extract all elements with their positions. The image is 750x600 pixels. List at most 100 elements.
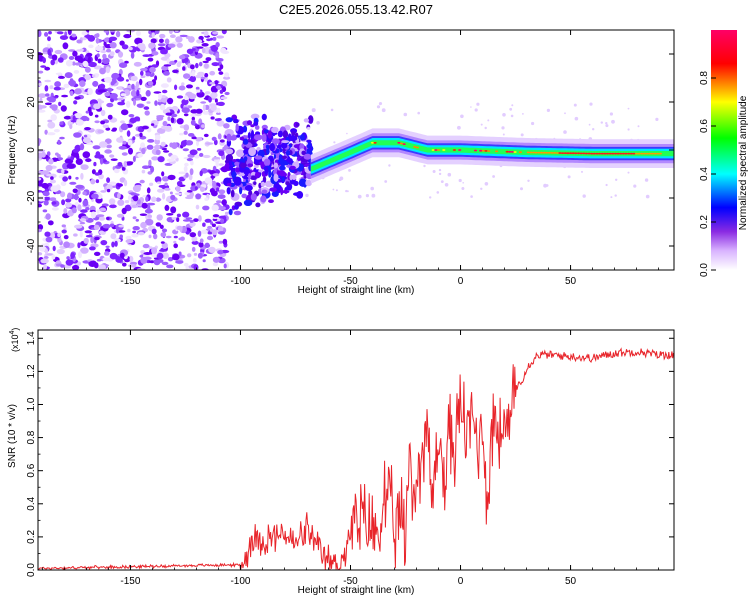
- noise-blob: [217, 101, 225, 106]
- noise-blob: [109, 204, 117, 209]
- faint-speck: [460, 114, 464, 119]
- noise-blob: [216, 112, 221, 115]
- noise-blob: [69, 181, 77, 185]
- noise-blob: [60, 264, 65, 268]
- noise-blob: [57, 57, 64, 63]
- transition-blob: [226, 187, 231, 195]
- noise-blob: [54, 81, 61, 88]
- noise-blob: [109, 42, 117, 49]
- noise-blob: [195, 86, 200, 90]
- noise-blob: [145, 90, 151, 97]
- noise-blob: [90, 211, 97, 219]
- noise-blob: [92, 145, 101, 150]
- noise-blob: [77, 204, 82, 212]
- noise-blob: [167, 174, 176, 181]
- noise-blob: [213, 88, 218, 93]
- noise-blob: [141, 125, 149, 130]
- noise-blob: [55, 152, 59, 156]
- noise-blob: [204, 73, 209, 78]
- noise-blob: [224, 91, 230, 96]
- noise-blob: [102, 53, 107, 59]
- noise-blob: [88, 44, 94, 49]
- ridge-hot-spot: [584, 152, 589, 155]
- noise-blob: [215, 42, 220, 48]
- ridge-hot-spot: [539, 151, 544, 154]
- noise-blob: [132, 155, 136, 162]
- noise-blob: [103, 30, 109, 33]
- transition-blob: [254, 155, 263, 160]
- transition-blob: [269, 143, 276, 152]
- noise-blob: [154, 144, 161, 150]
- transition-blob: [250, 193, 257, 201]
- faint-speck: [484, 126, 487, 130]
- noise-blob: [148, 42, 156, 49]
- noise-blob: [51, 104, 58, 111]
- ridge-hot-spot: [656, 152, 660, 155]
- noise-blob: [173, 243, 178, 249]
- noise-blob: [205, 57, 212, 62]
- ridge-hot-spot: [442, 149, 446, 151]
- noise-blob: [170, 34, 176, 38]
- transition-blob: [261, 170, 266, 177]
- faint-speck: [346, 132, 348, 135]
- noise-blob: [179, 55, 186, 60]
- transition-blob: [250, 139, 255, 145]
- noise-blob: [104, 91, 111, 97]
- noise-blob: [195, 137, 203, 142]
- transition-blob: [224, 129, 233, 137]
- noise-blob: [105, 245, 110, 248]
- faint-speck: [348, 169, 351, 172]
- ridge-hot-spot: [513, 151, 517, 153]
- noise-blob: [201, 43, 209, 47]
- noise-blob: [160, 241, 165, 244]
- transition-blob: [306, 139, 312, 143]
- noise-blob: [154, 176, 162, 183]
- noise-blob: [218, 150, 225, 156]
- transition-blob: [243, 138, 249, 145]
- noise-blob: [166, 264, 174, 269]
- noise-blob: [128, 114, 135, 118]
- ridge-hot-spot: [635, 152, 639, 155]
- noise-blob: [116, 137, 124, 143]
- noise-blob: [109, 93, 118, 99]
- noise-blob: [186, 190, 193, 193]
- noise-blob: [54, 49, 63, 55]
- noise-blob: [149, 260, 155, 264]
- noise-blob: [146, 144, 154, 150]
- noise-blob: [104, 149, 112, 154]
- ridge-hot-spot: [653, 152, 657, 155]
- noise-blob: [203, 133, 209, 138]
- noise-blob: [82, 191, 87, 196]
- noise-blob: [162, 89, 168, 94]
- noise-blob: [69, 90, 74, 97]
- noise-blob: [102, 257, 110, 262]
- transition-blob: [289, 165, 296, 170]
- ridge-hot-spot: [434, 149, 438, 151]
- transition-blob: [281, 190, 290, 194]
- noise-blob: [210, 92, 218, 99]
- faint-speck: [492, 175, 495, 178]
- noise-blob: [157, 156, 165, 163]
- ridge-hot-spot: [436, 149, 441, 151]
- noise-blob: [99, 67, 106, 75]
- noise-blob: [104, 76, 113, 83]
- ridge-hot-spot: [600, 152, 604, 155]
- noise-blob: [128, 264, 137, 268]
- snr-y-label: SNR (10 * v/v): [7, 404, 18, 468]
- noise-blob: [82, 91, 89, 95]
- noise-blob: [202, 110, 210, 115]
- noise-blob: [124, 258, 130, 263]
- transition-blob: [266, 147, 270, 155]
- noise-blob: [159, 33, 166, 39]
- noise-blob: [131, 204, 139, 208]
- noise-blob: [202, 259, 206, 263]
- noise-blob: [122, 140, 127, 145]
- noise-blob: [83, 237, 89, 244]
- transition-blob: [303, 153, 312, 160]
- noise-blob: [208, 96, 212, 103]
- faint-speck: [614, 194, 617, 197]
- noise-blob: [134, 85, 138, 91]
- noise-blob: [99, 216, 105, 221]
- faint-speck: [633, 184, 637, 188]
- transition-blob: [231, 171, 237, 179]
